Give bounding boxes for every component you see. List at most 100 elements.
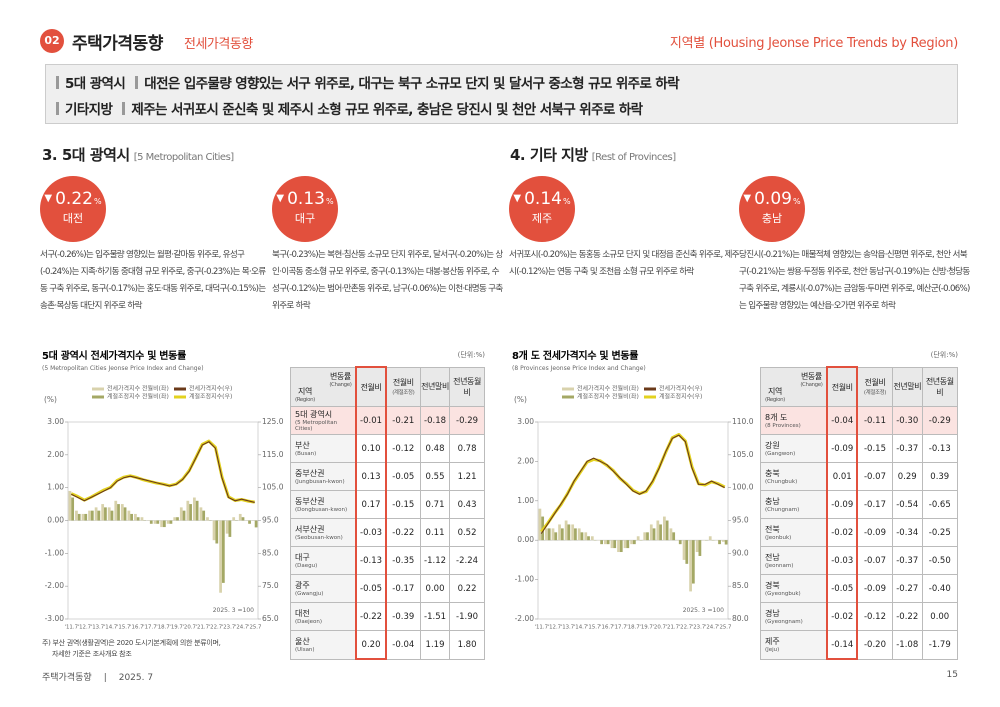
value-cell: -0.15 (385, 490, 421, 519)
chart: 8개 도 전세가격지수 및 변동률 (8 Provinces Jeonse Pri… (512, 349, 754, 631)
value-cell: 1.19 (419, 630, 451, 660)
bar (619, 540, 623, 553)
bar (173, 517, 177, 521)
bar (708, 536, 712, 541)
corner-top: 변동률 (Change) (800, 371, 823, 388)
region-description: 북구(-0.23%)는 복현·침산동 소규모 단지 위주로, 달서구(-0.20… (272, 250, 503, 311)
x-tick-label: '19.7 (169, 625, 183, 631)
region-english: (Jeju) (765, 647, 780, 654)
bar (176, 517, 179, 521)
header-row: 변동률 (Change) 지역 (Region) 전월비 전월비 (계절조정) 전년말비 전년동… (290, 366, 485, 407)
x-tick-label: '22.7 (679, 625, 693, 631)
region-english: (Dongbusan-kwon) (295, 507, 348, 513)
chart-subtitle: (5 Metropolitan Cities Jeonse Price Inde… (42, 365, 204, 372)
region-cell: 서부산권 (Seobusan-kwon) (290, 518, 357, 547)
bar (689, 540, 692, 592)
table-row: 충북 (Chungbuk) 0.01 -0.07 0.29 0.39 (760, 462, 959, 491)
region-name: 중부산권 (295, 469, 325, 478)
region-english: (Gwangju) (295, 591, 324, 597)
column-name: 전년말비 (893, 382, 922, 392)
index-line (540, 432, 726, 533)
y-axis-label: (%) (514, 395, 527, 404)
y-tick-label: -1.00 (515, 575, 535, 584)
x-tick-label: '13.7 (91, 625, 105, 631)
legend-label: 전세가격지수(우) (189, 385, 232, 393)
bar (169, 520, 173, 524)
x-tick-label: '16.7 (130, 625, 144, 631)
footer-date: 2025. 7 (118, 673, 154, 683)
bar (682, 540, 686, 560)
bar (238, 513, 242, 521)
region-cell: 제주 (Jeju) (760, 630, 828, 660)
region-cell: 동부산권 (Dongbusan-kwon) (290, 490, 357, 519)
bubble-arrow: ▼ (276, 193, 285, 204)
x-tick-label: '24.7 (705, 625, 719, 631)
bar (182, 510, 186, 521)
x-tick-label: '12.7 (78, 625, 92, 631)
corner-left-english: (Region) (765, 397, 785, 403)
bar (678, 540, 682, 545)
column-header: 전년동월비 (449, 366, 485, 407)
value-cell: 0.55 (419, 462, 451, 491)
region-name: 부산 (295, 441, 310, 450)
change-bubble: ▼ 0.13% 대구 (272, 176, 338, 242)
region-english: (Ulsan) (295, 647, 315, 654)
y2-tick-label: 90.0 (732, 548, 749, 557)
value-cell: -0.13 (921, 434, 959, 463)
bar (574, 528, 577, 541)
region-cell: 8개 도 (8 Provinces) (760, 406, 828, 435)
region-name: 충북 (765, 469, 780, 478)
y-tick-label: -1.00 (45, 548, 65, 557)
bubble-value: 0.14 (524, 189, 562, 209)
region-name: 5대 광역시 (295, 410, 333, 419)
region-english: (Daegu) (295, 563, 318, 569)
bar (590, 536, 594, 541)
value-cell: -0.22 (891, 602, 923, 631)
data-table: 변동률 (Change) 지역 (Region) 전월비 전월비 (계절조정) 전년말비 전년동… (760, 366, 959, 660)
x-tick-label: '14.7 (574, 625, 588, 631)
column-header: 전월비 (계절조정) (385, 366, 421, 407)
header-row: 변동률 (Change) 지역 (Region) 전월비 전월비 (계절조정) 전년말비 전년동… (760, 366, 959, 407)
summary-label: 기타지방 (65, 102, 113, 118)
x-tick-label: '11.7 (65, 625, 79, 631)
x-tick-label: '24.7 (235, 625, 249, 631)
region-english: (Seobusan-kwon) (295, 535, 343, 541)
y2-tick-label: 85.0 (262, 548, 279, 557)
value-cell: 0.52 (449, 518, 485, 547)
value-cell: -0.22 (385, 518, 421, 547)
bar (623, 540, 627, 549)
table-row: 대구 (Daegu) -0.13 -0.35 -1.12 -2.24 (290, 546, 485, 575)
bar (94, 507, 98, 521)
header-subtitle: 전세가격동향 (184, 37, 253, 52)
y-tick-label: -3.00 (45, 614, 65, 623)
corner-top-text: 변동률 (800, 371, 822, 381)
table-row: 경북 (Gyeongbuk) -0.05 -0.09 -0.27 -0.40 (760, 574, 959, 603)
bar (228, 520, 232, 537)
region-name: 8개 도 (765, 413, 788, 422)
bar (77, 513, 81, 521)
legend-swatch (92, 387, 104, 391)
region-english: (Jeonbuk) (765, 535, 792, 541)
region-name: 전북 (765, 525, 780, 534)
bar (698, 540, 702, 556)
value-cell: -0.07 (856, 462, 893, 491)
value-cell: 0.13 (355, 462, 387, 491)
chart-title: 8개 도 전세가격지수 및 변동률 (512, 349, 638, 362)
value-cell: 0.00 (921, 602, 959, 631)
summary-line: 5대 광역시 대전은 입주물량 영향있는 서구 위주로, 대구는 북구 소규모 … (56, 72, 680, 92)
bar (153, 520, 157, 524)
value-cell: -0.27 (891, 574, 923, 603)
footer: 주택가격동향 | 2025. 7 (42, 670, 165, 683)
corner-top-english: (Change) (800, 381, 823, 388)
bar (669, 528, 673, 541)
base-note: 2025. 3 =100 (683, 607, 724, 614)
corner-left-english: (Region) (295, 397, 315, 403)
region-cell: 중부산권 (Jungbusan-kwon) (290, 462, 357, 491)
section-title: 3. 5대 광역시 [5 Metropolitan Cities] (42, 144, 234, 165)
table-row: 강원 (Gangwon) -0.09 -0.15 -0.37 -0.13 (760, 434, 959, 463)
x-tick-label: '17.7 (143, 625, 157, 631)
corner-left-text: 지역 (298, 387, 312, 396)
bar (685, 540, 689, 564)
bar (68, 490, 72, 521)
table-row: 동부산권 (Dongbusan-kwon) 0.17 -0.15 0.71 0.43 (290, 490, 485, 519)
